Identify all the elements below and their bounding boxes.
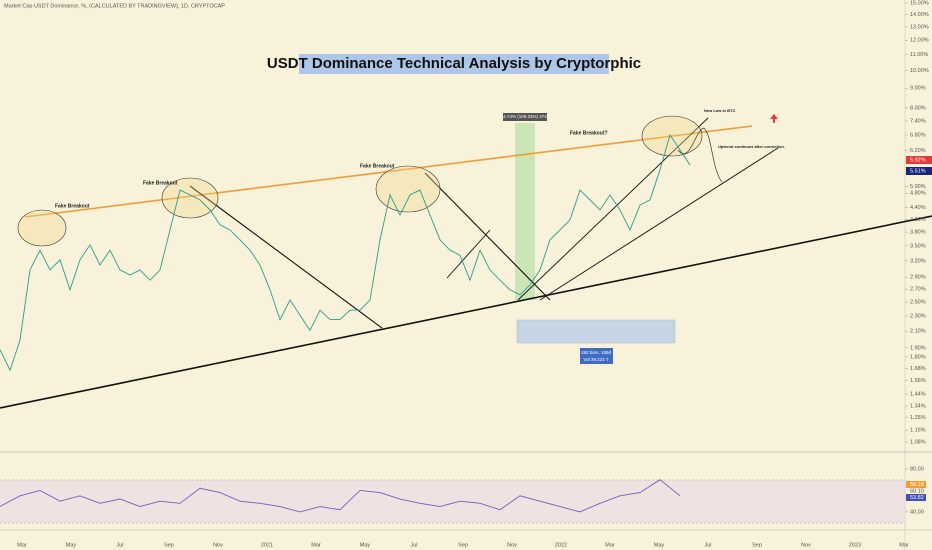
y-tick-label: 1.16%: [910, 428, 926, 434]
rsi-label: 60.10: [910, 488, 924, 494]
y-tick-label: 1.56%: [910, 378, 926, 384]
x-tick-label: Mar: [17, 542, 27, 548]
range-box: [516, 319, 676, 344]
y-tick-label: 4.80%: [910, 191, 926, 197]
y-tick-label: 1.08%: [910, 440, 926, 446]
y-tick-label: 3.20%: [910, 258, 926, 264]
x-tick-label: Mar: [605, 542, 615, 548]
y-tick-label: 2.90%: [910, 275, 926, 281]
y-tick-label: 1.80%: [910, 354, 926, 360]
highlight-ellipse: [17, 209, 67, 247]
series-line: [0, 479, 681, 513]
y-tick-label: 10.00%: [910, 68, 929, 74]
y-tick-label: 7.40%: [910, 118, 926, 124]
y-tick-label: 40.00: [910, 509, 924, 515]
x-tick-label: May: [360, 542, 371, 548]
y-tick-label: 6.80%: [910, 132, 926, 138]
y-tick-label: 4.40%: [910, 205, 926, 211]
x-tick-label: Jul: [704, 542, 711, 548]
x-tick-label: 2021: [261, 542, 273, 548]
price-label-bg: [906, 167, 932, 175]
rsi-band: [0, 480, 905, 523]
annotation: New Low in BTC: [704, 108, 735, 113]
measure-label-bg: [503, 113, 547, 121]
trend-line: [189, 185, 383, 329]
price-label: 5.92%: [910, 157, 926, 163]
annotation: Uptrend continues after correction.: [718, 144, 785, 149]
y-tick-label: 2.30%: [910, 313, 926, 319]
y-tick-label: 80.00: [910, 466, 924, 472]
channel-line: [517, 117, 709, 301]
x-tick-label: Jul: [116, 542, 123, 548]
title: USDT Dominance Technical Analysis by Cry…: [267, 55, 641, 72]
x-tick-label: May: [654, 542, 665, 548]
series-line: [0, 133, 691, 372]
y-tick-label: 14.00%: [910, 12, 929, 18]
x-tick-label: May: [66, 542, 77, 548]
y-tick-label: 6.20%: [910, 148, 926, 154]
highlight-ellipse: [161, 177, 219, 219]
x-tick-label: 2023: [849, 542, 861, 548]
x-tick-label: Mar: [311, 542, 321, 548]
rsi-label: 58.18: [910, 482, 924, 488]
measure-label: 4.74% (109.33%) 474: [503, 114, 547, 119]
annotation: Fake Breakout?: [570, 130, 608, 136]
price-label-bg: [906, 156, 932, 164]
highlight-ellipse: [375, 165, 441, 213]
x-tick-label: 2022: [555, 542, 567, 548]
range-label: Vol 39.223 T: [583, 357, 608, 362]
x-tick-label: Mar: [899, 542, 909, 548]
y-tick-label: 9.00%: [910, 86, 926, 92]
header: Market Cap USDT Dominance, %, (CALCULATE…: [4, 3, 225, 9]
annotation: Fake Breakout: [143, 180, 178, 186]
y-tick-label: 1.34%: [910, 404, 926, 410]
title-bg: [299, 54, 609, 74]
y-tick-label: 1.90%: [910, 345, 926, 351]
y-tick-label: 2.10%: [910, 329, 926, 335]
y-tick-label: 1.44%: [910, 392, 926, 398]
x-tick-label: Nov: [801, 542, 811, 548]
annotation: Fake Breakout: [55, 203, 90, 209]
y-tick-label: 15.00%: [910, 0, 929, 6]
x-tick-label: Nov: [213, 542, 223, 548]
arrow-icon: [770, 114, 778, 123]
measure-box: [515, 123, 535, 300]
y-tick-label: 3.80%: [910, 230, 926, 236]
x-tick-label: Sep: [164, 542, 174, 548]
projection-path: [677, 127, 723, 183]
y-tick-label: 8.00%: [910, 105, 926, 111]
annotation: Fake Breakout: [360, 163, 395, 169]
range-label: 192 bars, 189d: [581, 350, 612, 355]
y-tick-label: 11.00%: [910, 52, 928, 58]
x-tick-label: Jul: [410, 542, 417, 548]
range-label-bg: [580, 348, 613, 364]
y-tick-label: 2.50%: [910, 299, 926, 305]
rsi-label: 53.82: [910, 495, 924, 501]
y-tick-label: 3.50%: [910, 243, 926, 249]
y-tick-label: 4.10%: [910, 217, 926, 223]
support-line: [0, 215, 932, 409]
rsi-label-bg: [906, 481, 926, 488]
rsi-label-bg: [906, 494, 926, 501]
trend-line: [424, 172, 551, 301]
highlight-ellipse: [641, 115, 703, 157]
x-tick-label: Sep: [458, 542, 468, 548]
x-tick-label: Nov: [507, 542, 517, 548]
y-tick-label: 1.68%: [910, 366, 926, 372]
y-tick-label: 12.00%: [910, 38, 929, 44]
x-tick-label: Sep: [752, 542, 762, 548]
y-tick-label: 1.25%: [910, 415, 926, 421]
resistance-line: [24, 125, 753, 218]
channel-line: [539, 147, 779, 301]
trend-line: [446, 229, 491, 279]
y-tick-label: 13.00%: [910, 24, 929, 30]
price-label: 5.51%: [910, 168, 926, 174]
y-tick-label: 5.00%: [910, 184, 926, 190]
y-tick-label: 2.70%: [910, 287, 926, 293]
